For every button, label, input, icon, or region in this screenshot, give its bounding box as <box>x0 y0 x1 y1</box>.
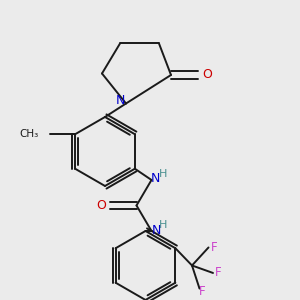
Text: N: N <box>151 224 161 237</box>
Text: F: F <box>211 241 217 254</box>
Text: O: O <box>202 68 212 82</box>
Text: CH₃: CH₃ <box>20 129 39 139</box>
Text: N: N <box>151 172 160 185</box>
Text: F: F <box>215 266 222 280</box>
Text: F: F <box>199 285 206 298</box>
Text: H: H <box>159 220 168 230</box>
Text: O: O <box>96 199 106 212</box>
Text: N: N <box>116 94 125 107</box>
Text: H: H <box>159 169 167 179</box>
